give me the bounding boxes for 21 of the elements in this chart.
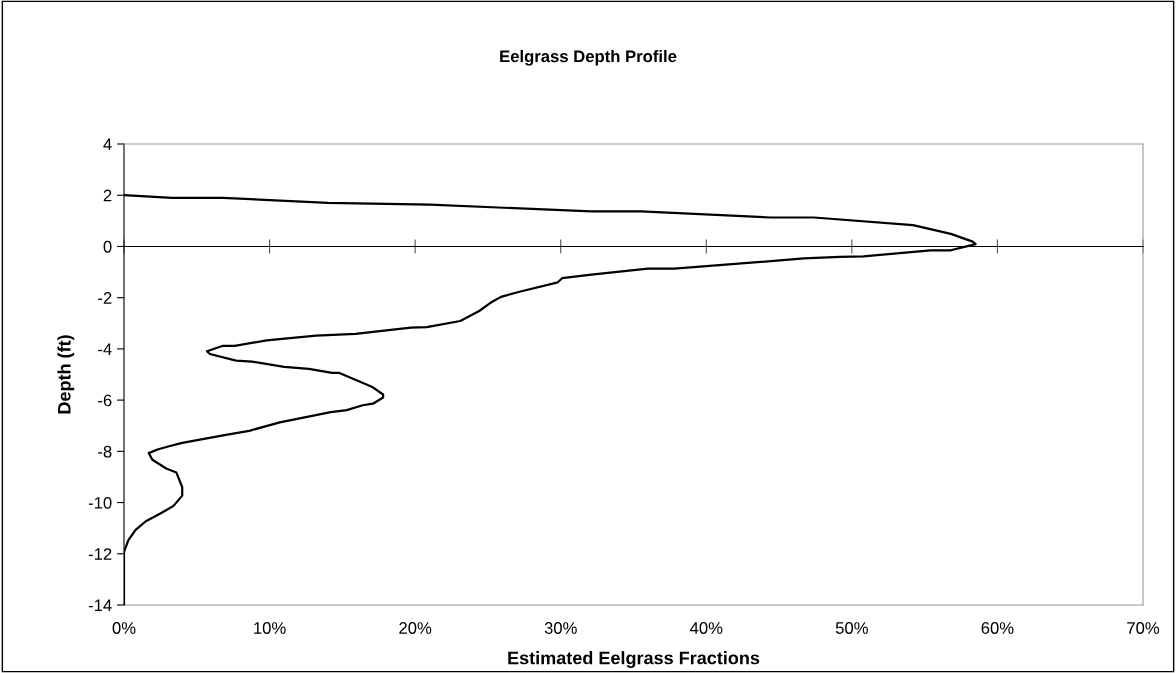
y-tick-label: -2 [98, 292, 112, 304]
x-tick-label: 30% [544, 622, 577, 634]
x-tick-label: 60% [981, 622, 1014, 634]
x-tick-label: 70% [1127, 622, 1160, 634]
y-tick-label: -12 [88, 548, 112, 560]
y-tick-label: -4 [98, 343, 112, 355]
y-tick-label: 2 [103, 189, 112, 202]
x-tick-label: 50% [835, 622, 868, 634]
y-tick-label: -6 [98, 394, 112, 407]
y-tick-label: -8 [98, 445, 112, 458]
y-tick-label: 4 [103, 138, 112, 151]
x-tick-label: 0% [112, 622, 136, 634]
y-tick-label: -10 [88, 496, 112, 509]
y-axis-title: Depth (ft) [57, 335, 75, 414]
x-tick-label: 40% [689, 622, 723, 634]
chart-title: Eelgrass Depth Profile [500, 50, 677, 66]
y-tick-label: 0 [103, 240, 112, 253]
x-axis-title: Estimated Eelgrass Fractions [508, 651, 760, 668]
x-tick-label: 20% [399, 622, 432, 634]
x-tick-label: 10% [254, 622, 286, 634]
y-tick-label: -14 [88, 599, 112, 612]
